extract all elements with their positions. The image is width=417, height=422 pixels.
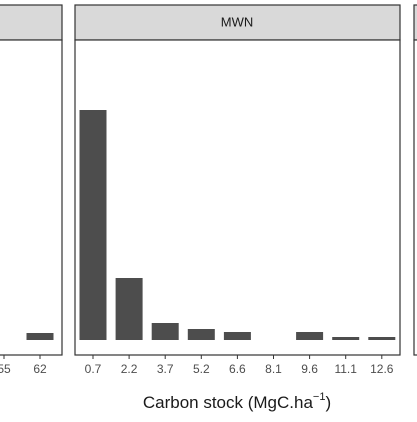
panel-title: MWN [221,14,254,29]
x-tick-label: 2.2 [121,362,138,376]
bar [187,329,215,340]
x-tick-label: 11.1 [334,362,357,376]
bar [115,278,143,340]
bar [223,332,251,340]
strip [74,4,401,41]
strip [413,4,417,41]
x-axis-title-sup: −1 [313,391,326,403]
bar [296,332,324,340]
strip [0,4,63,41]
x-tick-label: 9.6 [301,362,318,376]
x-tick-label: 6.6 [229,362,246,376]
x-axis-title-text: Carbon stock (MgC.ha [143,393,314,412]
x-tick-label: 0.7 [85,362,102,376]
x-tick-label: 3.7 [157,362,174,376]
panel-border [0,39,63,356]
panel-border [413,39,417,356]
bar [332,337,360,340]
x-axis-title-suffix: ) [325,393,331,412]
bar [151,323,179,340]
x-tick-label: 62 [33,362,47,376]
x-tick-label: 55 [0,362,11,376]
x-tick-label: 5.2 [193,362,210,376]
bar [79,110,107,340]
x-tick-label: 12.6 [370,362,394,376]
bar [368,337,396,340]
x-tick-label: 8.1 [265,362,282,376]
x-axis-title: Carbon stock (MgC.ha−1) [143,391,331,413]
bar [26,333,54,340]
